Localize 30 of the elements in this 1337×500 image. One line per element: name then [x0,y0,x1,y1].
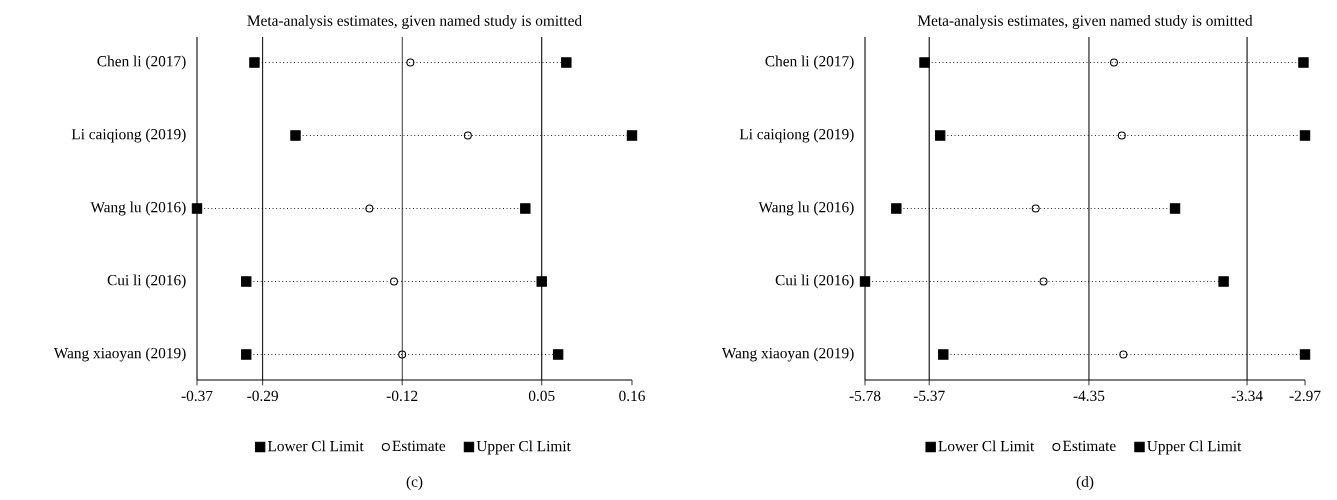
x-tick-label: 0.05 [528,390,555,402]
x-tick-label: -4.35 [1073,390,1105,402]
x-tick-label: -5.78 [849,390,881,402]
y-tick-label: Li caiqiong (2019) [739,128,854,143]
x-tick-label: -5.37 [913,390,945,402]
text: (c) [406,476,423,490]
x-tick-label: -0.37 [181,390,213,402]
chart-title: Meta-analysis estimates, given named study is omitted [247,15,582,29]
text: (d) [1076,476,1094,490]
x-tick-label: -2.97 [1289,390,1321,402]
legend-label: Estimate [1062,440,1116,452]
y-tick-label: Chen li (2017) [97,55,186,70]
x-tick-label: -3.34 [1231,390,1263,402]
y-tick-label: Wang xiaoyan (2019) [721,347,854,362]
chart-title: Meta-analysis estimates, given named study is omitted [917,15,1253,29]
x-tick-label: -0.29 [247,390,278,402]
y-tick-label: Cui li (2016) [107,274,186,289]
y-tick-label: Wang lu (2016) [90,201,186,216]
y-tick-label: Chen li (2017) [765,55,854,70]
legend-label: Upper Cl Limit [476,440,571,455]
x-tick-label: 0.16 [619,390,645,402]
x-tick-label: -0.12 [386,390,418,402]
legend-label: Estimate [392,440,446,452]
legend-label: Upper Cl Limit [1147,440,1242,455]
legend-label: Lower Cl Limit [938,440,1035,452]
y-tick-label: Wang lu (2016) [758,201,854,216]
legend-label: Lower Cl Limit [267,440,364,452]
y-tick-label: Cui li (2016) [775,274,854,289]
y-tick-label: Li caiqiong (2019) [71,128,186,143]
y-tick-label: Wang xiaoyan (2019) [53,347,186,362]
